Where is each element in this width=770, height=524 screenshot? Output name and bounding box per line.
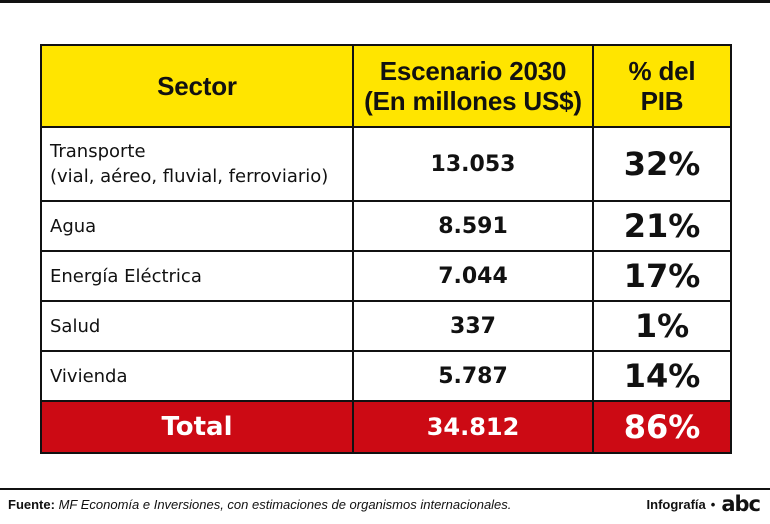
credit: Infografía • abc (646, 492, 761, 516)
sector-cell: Energía Eléctrica (40, 250, 354, 302)
value-cell: 13.053 (352, 126, 594, 202)
abc-logo: abc (721, 492, 761, 516)
source-text: MF Economía e Inversiones, con estimacio… (58, 497, 512, 512)
value-cell: 5.787 (352, 350, 594, 402)
header-pib: % del PIB (592, 44, 732, 128)
credit-label: Infografía (646, 496, 706, 512)
table-row: Vivienda 5.787 14% (40, 350, 732, 402)
header-row: Sector Escenario 2030 (En millones US$) … (40, 44, 732, 128)
total-row: Total 34.812 86% (40, 400, 732, 454)
total-label: Total (40, 400, 354, 454)
total-pct: 86% (592, 400, 732, 454)
sector-cell: Transporte (vial, aéreo, fluvial, ferrov… (40, 126, 354, 202)
pct-cell: 17% (592, 250, 732, 302)
pct-cell: 21% (592, 200, 732, 252)
header-scenario: Escenario 2030 (En millones US$) (352, 44, 594, 128)
source-label: Fuente: (8, 497, 55, 512)
header-scenario-line2: (En millones US$) (364, 86, 582, 116)
table-row: Energía Eléctrica 7.044 17% (40, 250, 732, 302)
table-row: Agua 8.591 21% (40, 200, 732, 252)
credit-dot: • (710, 496, 716, 512)
header-pib-line2: PIB (640, 86, 684, 116)
value-cell: 7.044 (352, 250, 594, 302)
value-cell: 8.591 (352, 200, 594, 252)
bottom-divider (0, 488, 770, 490)
table-row: Salud 337 1% (40, 300, 732, 352)
header-pib-line1: % del (628, 56, 696, 86)
sector-sublabel: (vial, aéreo, fluvial, ferroviario) (50, 166, 329, 187)
pct-cell: 32% (592, 126, 732, 202)
sector-cell: Agua (40, 200, 354, 252)
investment-table: Sector Escenario 2030 (En millones US$) … (40, 44, 732, 454)
sector-cell: Salud (40, 300, 354, 352)
pct-cell: 1% (592, 300, 732, 352)
table-row: Transporte (vial, aéreo, fluvial, ferrov… (40, 126, 732, 202)
top-divider (0, 0, 770, 3)
value-cell: 337 (352, 300, 594, 352)
header-sector-label: Sector (157, 71, 237, 101)
header-scenario-line1: Escenario 2030 (379, 56, 567, 86)
sector-label: Transporte (50, 141, 146, 162)
header-sector: Sector (40, 44, 354, 128)
total-value: 34.812 (352, 400, 594, 454)
sector-cell: Vivienda (40, 350, 354, 402)
pct-cell: 14% (592, 350, 732, 402)
source-note: Fuente: MF Economía e Inversiones, con e… (8, 497, 511, 512)
